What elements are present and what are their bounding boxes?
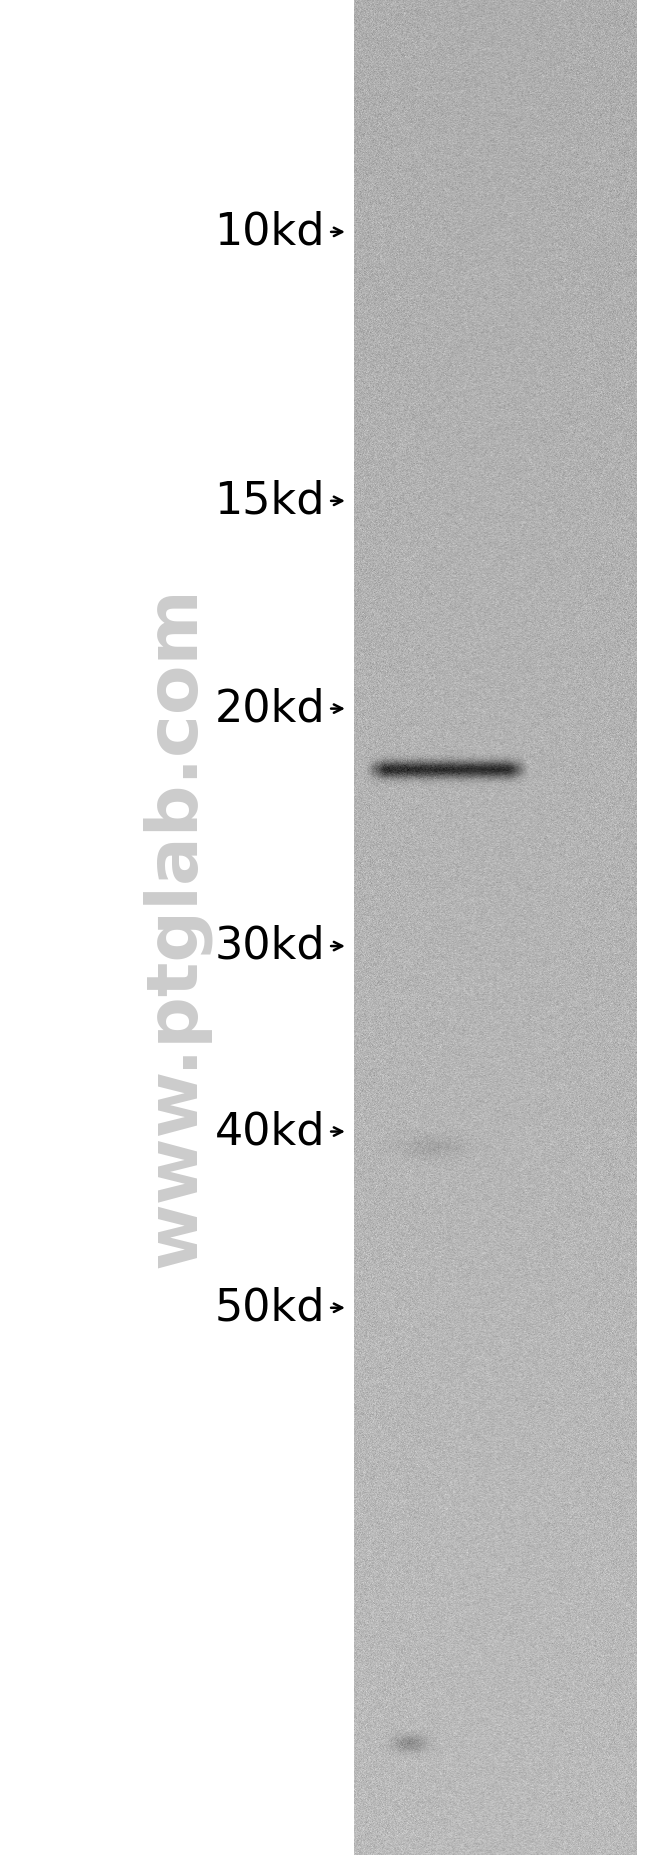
Text: 20kd: 20kd [214,686,325,731]
Text: www.ptglab.com: www.ptglab.com [141,586,210,1269]
Text: 40kd: 40kd [214,1109,325,1154]
Bar [0,0,354,1855]
Text: 15kd: 15kd [214,479,325,523]
Text: 10kd: 10kd [214,210,325,254]
Text: 30kd: 30kd [214,924,325,968]
Text: 50kd: 50kd [214,1286,325,1330]
